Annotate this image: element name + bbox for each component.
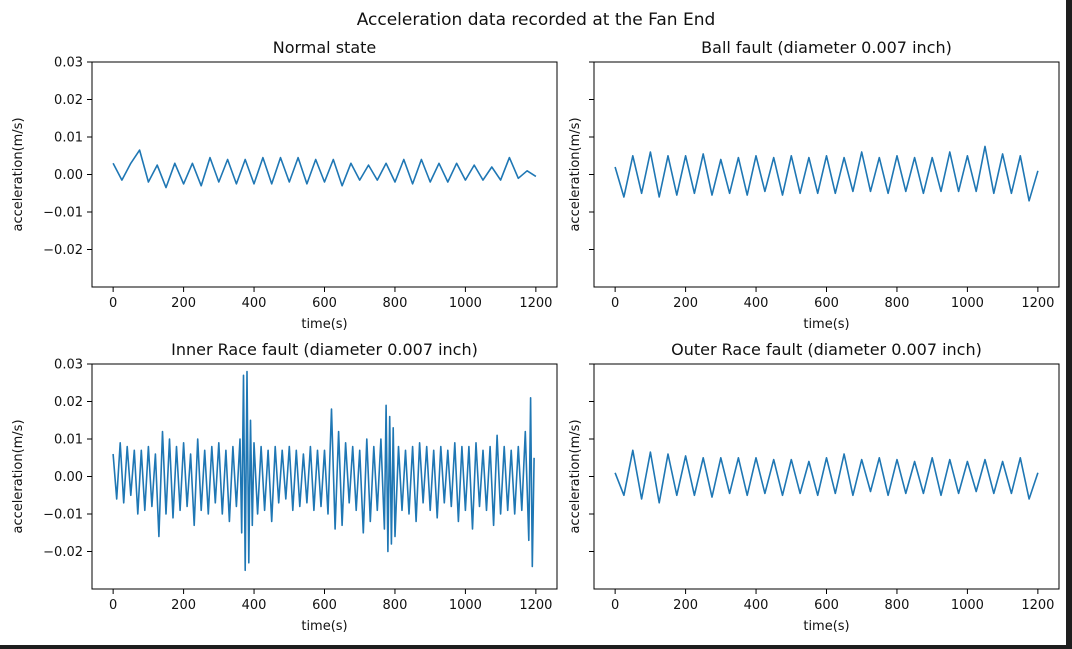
y-tick-label: 0.00 <box>54 168 83 183</box>
x-tick-label: 200 <box>673 598 698 613</box>
x-tick-label: 200 <box>673 296 698 311</box>
series-line <box>614 145 1039 202</box>
x-tick-label: 800 <box>383 296 408 311</box>
y-axis-label: acceleration(m/s) <box>568 117 583 231</box>
y-tick-label: 0.02 <box>54 395 83 410</box>
x-tick-label: 400 <box>744 598 769 613</box>
x-tick-label: 800 <box>383 598 408 613</box>
subplot-inner-race-fault: Inner Race fault (diameter 0.007 inch) t… <box>11 340 558 634</box>
x-tick-label: 400 <box>744 296 769 311</box>
x-tick-label: 1000 <box>449 598 482 613</box>
x-tick-label: 600 <box>312 296 337 311</box>
series-line <box>112 370 535 572</box>
x-tick-label: 0 <box>109 296 117 311</box>
x-tick-label: 200 <box>171 296 196 311</box>
x-axis-label: time(s) <box>301 317 347 332</box>
y-tick-label: 0.03 <box>54 358 83 373</box>
subplot-title: Outer Race fault (diameter 0.007 inch) <box>671 340 982 359</box>
subplot-outer-race-fault: Outer Race fault (diameter 0.007 inch) t… <box>568 340 1060 634</box>
x-tick-label: 0 <box>611 598 619 613</box>
y-tick-label: −0.02 <box>43 545 83 560</box>
y-axis-label: acceleration(m/s) <box>11 419 26 533</box>
x-tick-label: 400 <box>242 296 267 311</box>
x-tick-label: 200 <box>171 598 196 613</box>
x-tick-label: 600 <box>312 598 337 613</box>
x-tick-label: 1200 <box>1021 598 1054 613</box>
y-tick-label: −0.02 <box>43 243 83 258</box>
x-tick-label: 1000 <box>449 296 482 311</box>
series-line <box>614 449 1039 504</box>
y-tick-label: 0.00 <box>54 470 83 485</box>
x-tick-label: 800 <box>885 296 910 311</box>
x-tick-label: 400 <box>242 598 267 613</box>
figure-suptitle: Acceleration data recorded at the Fan En… <box>357 10 716 30</box>
x-tick-label: 1200 <box>519 296 552 311</box>
y-tick-label: −0.01 <box>43 206 83 221</box>
y-tick-label: −0.01 <box>43 508 83 523</box>
x-tick-label: 800 <box>885 598 910 613</box>
x-axis-label: time(s) <box>803 317 849 332</box>
subplot-title: Normal state <box>273 38 377 57</box>
x-tick-label: 600 <box>814 598 839 613</box>
y-tick-label: 0.01 <box>54 433 83 448</box>
x-axis-label: time(s) <box>301 619 347 634</box>
subplot-title: Ball fault (diameter 0.007 inch) <box>701 38 952 57</box>
x-tick-label: 1000 <box>951 296 984 311</box>
x-tick-label: 1200 <box>1021 296 1054 311</box>
x-tick-label: 600 <box>814 296 839 311</box>
x-tick-label: 0 <box>109 598 117 613</box>
subplot-ball-fault: Ball fault (diameter 0.007 inch) time(s)… <box>568 38 1060 332</box>
y-tick-label: 0.01 <box>54 131 83 146</box>
x-tick-label: 1000 <box>951 598 984 613</box>
x-axis-label: time(s) <box>803 619 849 634</box>
x-tick-label: 1200 <box>519 598 552 613</box>
y-axis-label: acceleration(m/s) <box>11 117 26 231</box>
subplot-title: Inner Race fault (diameter 0.007 inch) <box>171 340 478 359</box>
x-tick-label: 0 <box>611 296 619 311</box>
y-axis-label: acceleration(m/s) <box>568 419 583 533</box>
y-tick-label: 0.03 <box>54 56 83 71</box>
subplot-normal-state: Normal state time(s) acceleration(m/s) 0… <box>11 38 558 332</box>
y-tick-label: 0.02 <box>54 93 83 108</box>
series-line <box>112 149 537 189</box>
